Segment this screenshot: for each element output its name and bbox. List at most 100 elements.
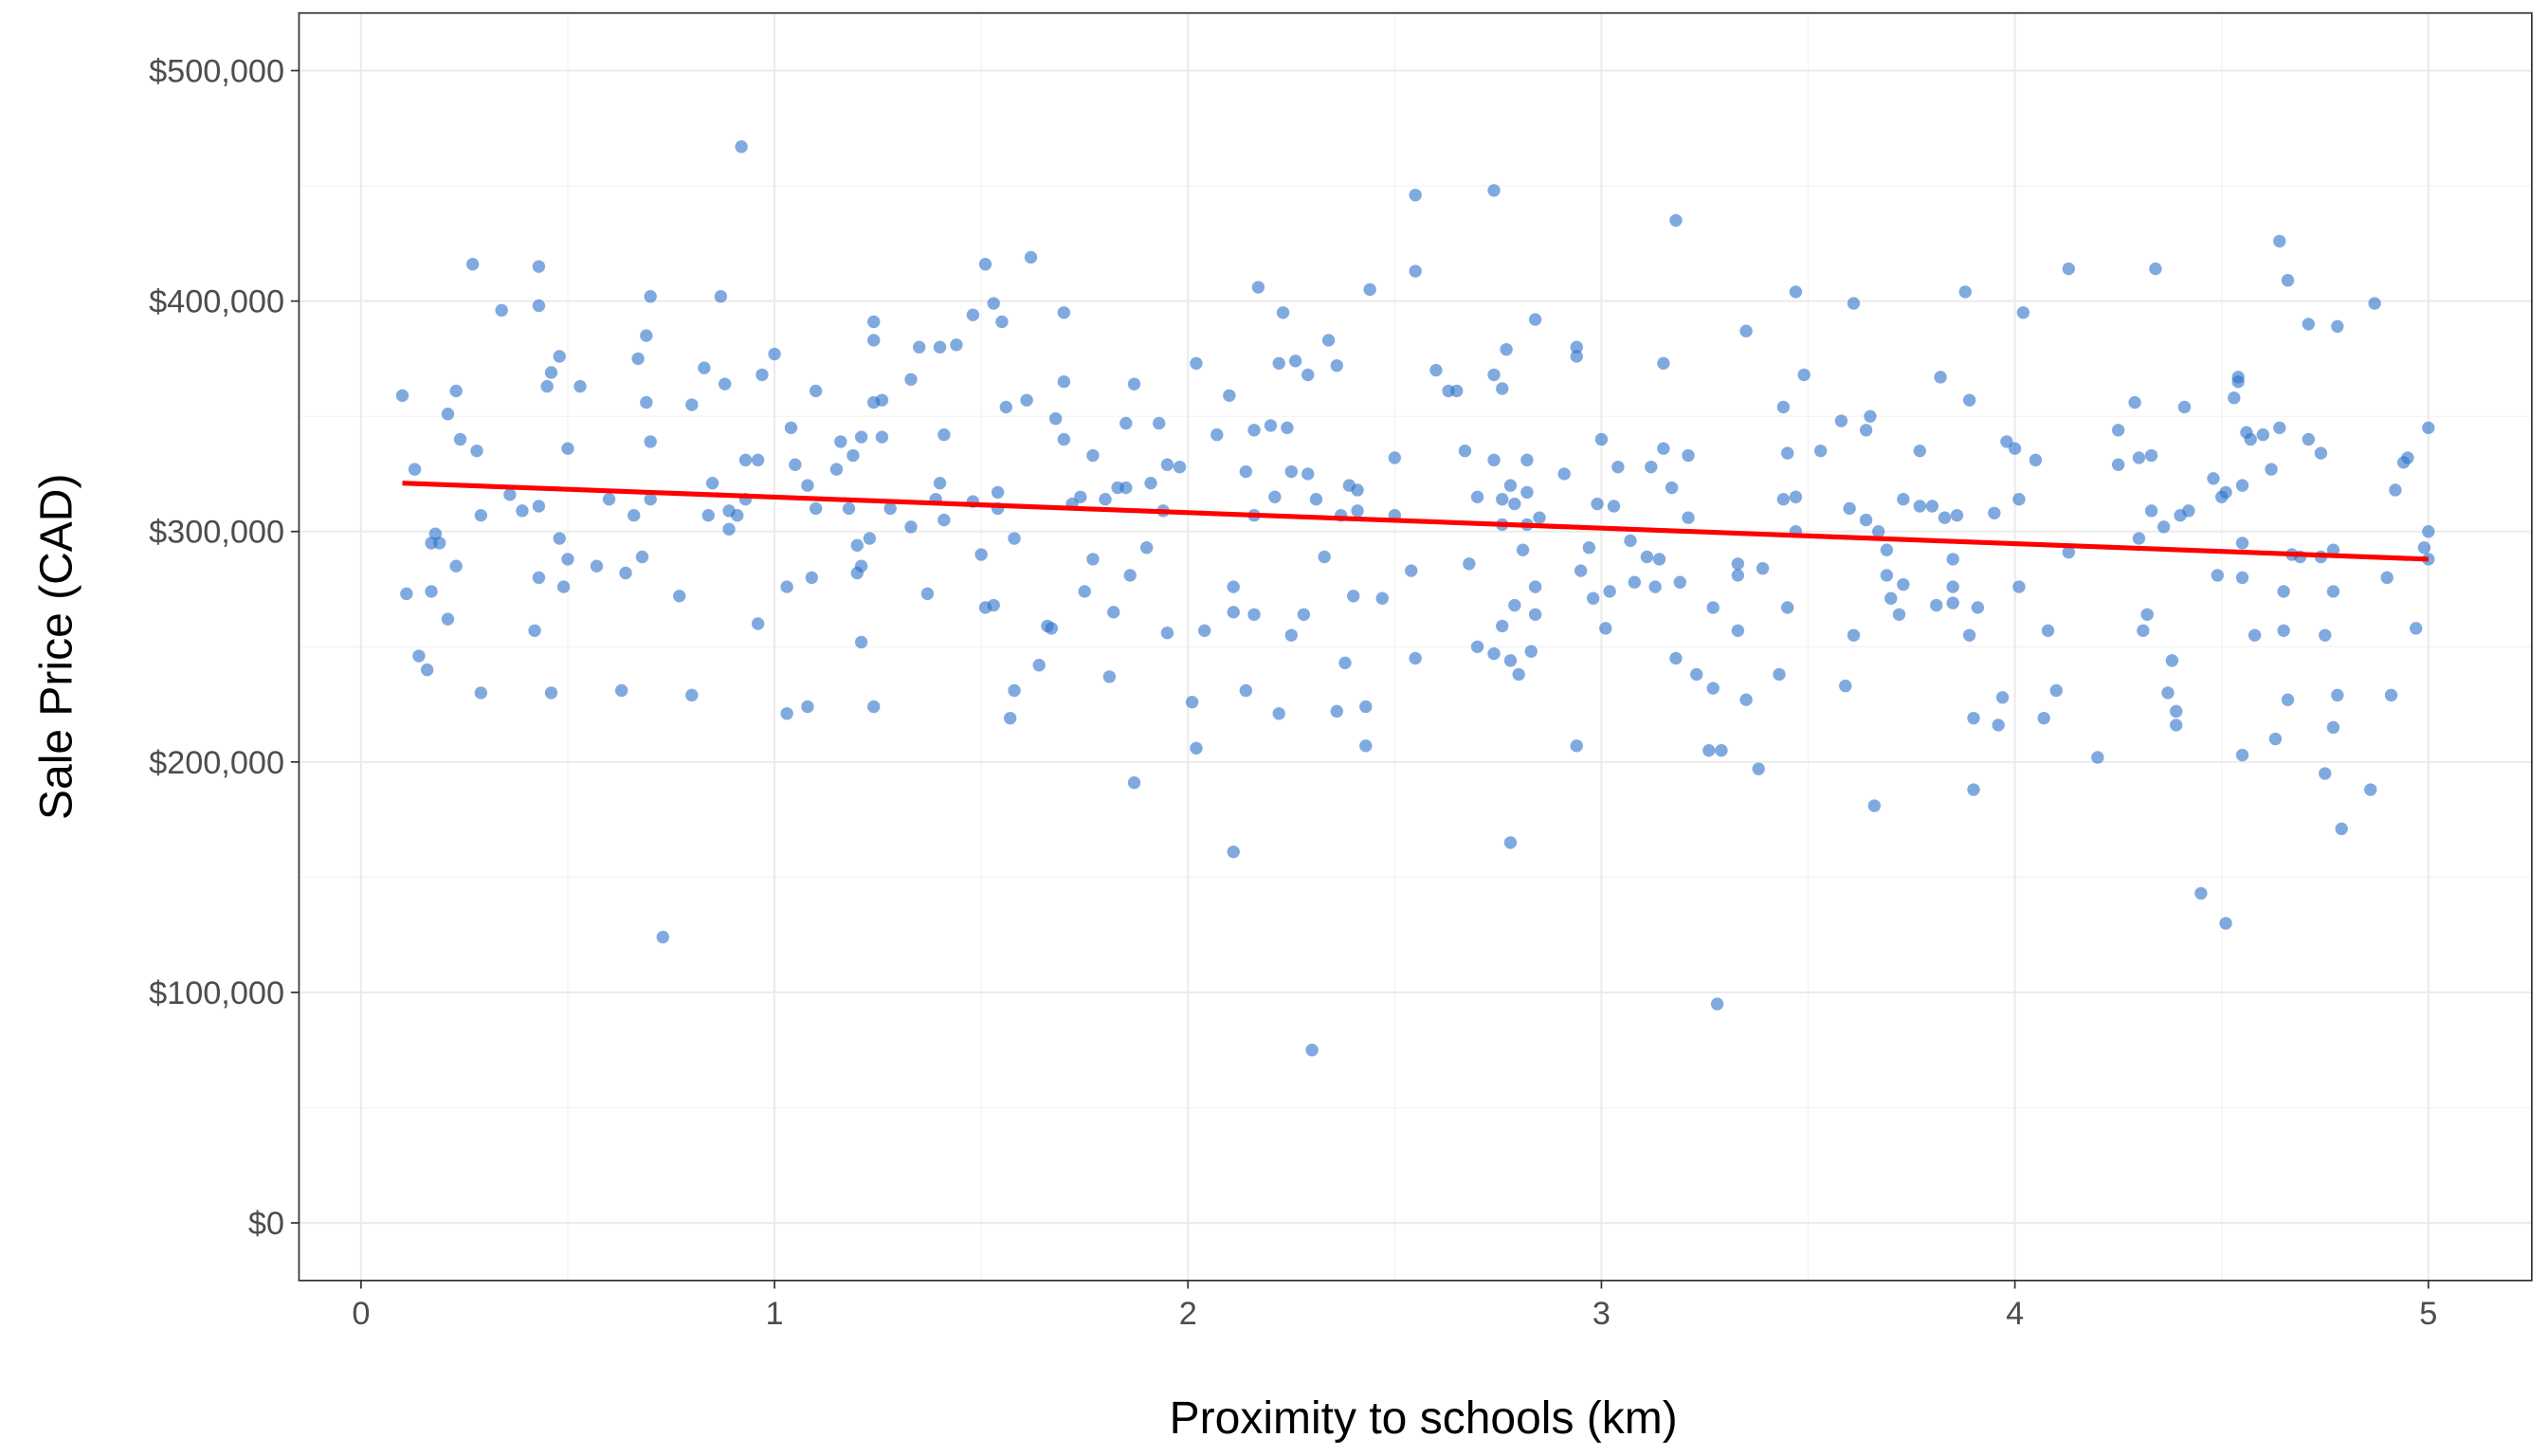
data-point [470, 444, 483, 458]
data-point [1347, 590, 1360, 603]
data-point [2207, 472, 2220, 485]
data-point [904, 373, 918, 386]
y-tick-label: $500,000 [149, 53, 284, 89]
data-point [809, 501, 823, 516]
data-point [544, 686, 558, 700]
data-point [2140, 608, 2154, 621]
data-point [768, 347, 781, 361]
data-point [1628, 575, 1642, 589]
data-point [1645, 460, 1658, 474]
data-point [999, 400, 1012, 414]
data-point [1388, 451, 1402, 464]
data-point [1338, 656, 1352, 669]
data-point [701, 509, 715, 522]
data-point [1938, 511, 1952, 524]
data-point [1487, 184, 1501, 197]
data-point [2281, 693, 2295, 706]
data-point [2132, 451, 2146, 464]
regression-line [402, 481, 2429, 562]
data-point [1624, 534, 1637, 548]
data-point [553, 350, 566, 363]
data-point [640, 395, 653, 410]
data-point [503, 488, 517, 501]
data-point [2062, 545, 2076, 559]
data-point [1880, 543, 1894, 556]
data-point [1288, 355, 1302, 368]
data-point [1913, 444, 1926, 458]
x-tick-label: 2 [1179, 1296, 1197, 1332]
data-point [602, 493, 616, 506]
x-axis-title: Proximity to schools (km) [1170, 1393, 1678, 1444]
data-point [412, 649, 426, 663]
data-point [854, 559, 868, 573]
data-point [937, 428, 951, 442]
data-point [1227, 845, 1240, 859]
data-point [1301, 467, 1315, 481]
data-point [1706, 682, 1720, 695]
data-point [1223, 389, 1236, 402]
data-point [863, 532, 877, 545]
data-point [1268, 490, 1282, 503]
data-point [1074, 490, 1087, 503]
data-point [2256, 428, 2270, 442]
data-point [1864, 410, 1877, 423]
data-point [2041, 624, 2055, 637]
data-point [408, 463, 422, 476]
data-point [1652, 553, 1666, 566]
data-point [1776, 400, 1791, 414]
data-point [1640, 550, 1654, 564]
data-point [2368, 297, 2381, 310]
data-point [1731, 569, 1745, 582]
data-point [1375, 592, 1389, 605]
data-point [1731, 624, 1745, 637]
data-point [1756, 561, 1770, 575]
data-point [1264, 419, 1278, 432]
data-point [1773, 667, 1786, 682]
data-point [1496, 619, 1509, 633]
data-point [1276, 306, 1290, 319]
data-point [1871, 525, 1885, 538]
data-point [1528, 608, 1542, 621]
data-point [1239, 683, 1252, 698]
data-point [801, 479, 814, 492]
data-point [2331, 688, 2344, 702]
data-point [1776, 493, 1791, 506]
data-point [1925, 500, 1939, 513]
data-point [420, 663, 434, 677]
data-point [1020, 393, 1033, 407]
data-point [1892, 608, 1906, 621]
data-point [1210, 428, 1224, 442]
data-point [875, 393, 889, 407]
data-point [842, 501, 856, 516]
data-point [1153, 416, 1166, 430]
data-point [2364, 783, 2377, 796]
data-point [995, 315, 1009, 329]
data-point [1190, 741, 1203, 755]
data-point [1934, 371, 1947, 384]
data-point [2277, 624, 2290, 637]
data-point [987, 297, 1000, 310]
data-point [2331, 319, 2344, 334]
data-point [1487, 368, 1501, 382]
data-point [1739, 693, 1753, 706]
data-point [698, 361, 711, 374]
data-point [1057, 375, 1071, 389]
data-point [1284, 628, 1298, 642]
data-point [834, 435, 847, 448]
data-point [1144, 476, 1157, 490]
data-point [920, 587, 935, 601]
data-point [1995, 691, 2010, 704]
data-point [987, 598, 1000, 612]
data-point [1107, 606, 1120, 619]
data-point [2182, 504, 2195, 518]
data-point [1528, 313, 1542, 326]
data-point [1024, 250, 1038, 264]
data-point [738, 453, 753, 467]
data-point [2326, 720, 2340, 735]
data-point [1752, 762, 1765, 775]
data-point [991, 485, 1005, 500]
data-point [2157, 520, 2171, 534]
data-point [544, 366, 558, 379]
data-point [1496, 382, 1509, 395]
